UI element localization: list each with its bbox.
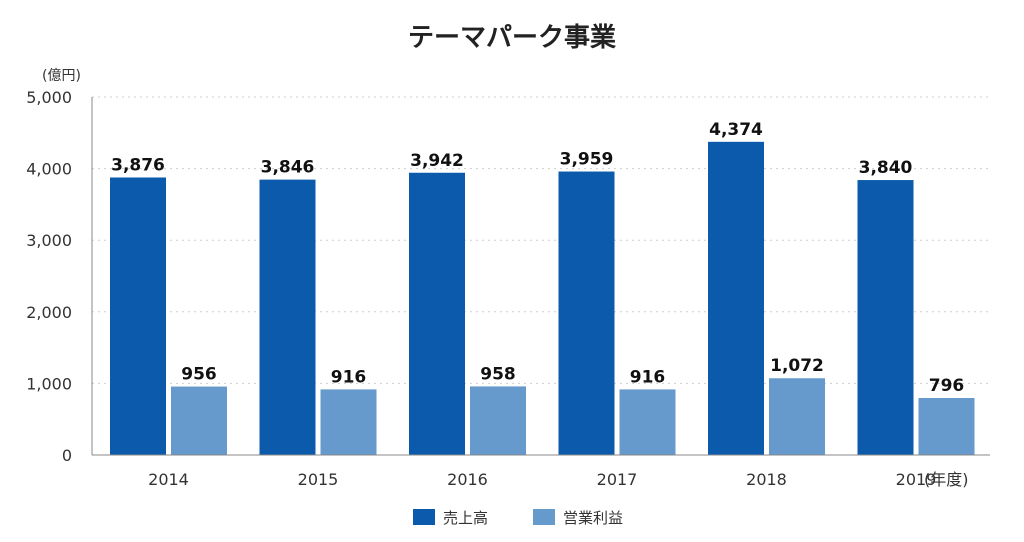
- x-axis-unit-label: (年度): [924, 470, 969, 489]
- data-label: 796: [929, 376, 965, 396]
- chart-title: テーマパーク事業: [408, 23, 616, 53]
- data-label: 3,942: [410, 151, 464, 171]
- x-tick-label: 2017: [597, 470, 638, 489]
- data-label: 3,840: [859, 158, 913, 178]
- bar-sales-2014: [110, 177, 166, 455]
- legend: 売上高 営業利益: [413, 509, 623, 527]
- y-axis-unit-label: (億円): [42, 68, 81, 84]
- x-axis-ticks: 2014 2015 2016 2017 2018 2019: [148, 470, 936, 489]
- y-tick-label: 1,000: [26, 374, 72, 393]
- x-tick-label: 2015: [298, 470, 339, 489]
- y-tick-label: 5,000: [26, 88, 72, 107]
- bar-sales-2018: [708, 141, 764, 455]
- legend-label: 営業利益: [563, 509, 623, 527]
- bars: [110, 141, 975, 456]
- bar-profit-2017: [619, 389, 676, 455]
- gridlines: [92, 96, 990, 384]
- data-label: 3,876: [111, 155, 165, 175]
- data-label: 4,374: [709, 120, 763, 140]
- data-label: 3,959: [560, 150, 614, 170]
- x-tick-label: 2016: [447, 470, 488, 489]
- bar-profit-2018: [769, 378, 825, 455]
- legend-swatch: [413, 509, 435, 525]
- bar-sales-2017: [558, 171, 615, 456]
- legend-label: 売上高: [443, 509, 488, 527]
- data-label: 916: [331, 367, 367, 387]
- y-tick-label: 3,000: [26, 231, 72, 250]
- bar-sales-2019: [857, 180, 914, 455]
- data-label: 3,846: [261, 158, 315, 178]
- y-axis-ticks: 0 1,000 2,000 3,000 4,000 5,000: [26, 88, 72, 465]
- data-label: 916: [630, 367, 666, 387]
- bar-profit-2016: [470, 386, 526, 455]
- bar-profit-2014: [171, 386, 227, 455]
- bar-profit-2015: [320, 389, 377, 455]
- legend-swatch: [533, 509, 555, 525]
- data-label: 1,072: [770, 356, 824, 376]
- bar-sales-2016: [409, 172, 465, 455]
- x-tick-label: 2014: [148, 470, 189, 489]
- data-label: 958: [480, 364, 516, 384]
- bar-sales-2015: [259, 179, 316, 455]
- data-labels: 3,876 956 3,846 916 3,942 958 3,959 916 4,374 1,0…: [111, 120, 964, 396]
- data-label: 956: [181, 365, 217, 385]
- y-tick-label: 4,000: [26, 160, 72, 179]
- bar-profit-2019: [918, 398, 975, 455]
- x-tick-label: 2018: [746, 470, 787, 489]
- y-tick-label: 2,000: [26, 303, 72, 322]
- y-tick-label: 0: [62, 446, 72, 465]
- x-tick-label: 2019: [896, 470, 937, 489]
